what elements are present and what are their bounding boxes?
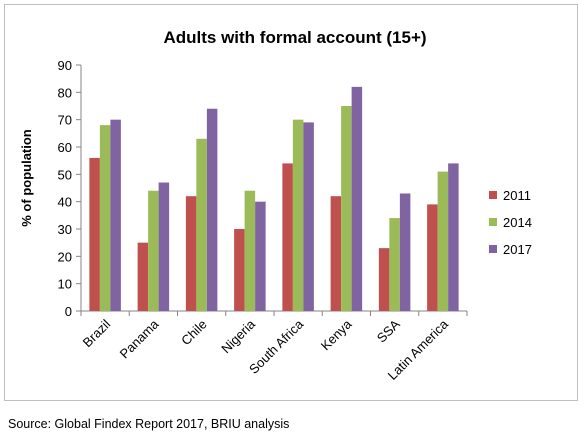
bar-2014-ssa [389, 218, 400, 311]
bar-2011-latin-america [427, 204, 438, 311]
bar-2017-chile [206, 108, 218, 311]
x-category-label: Kenya [318, 316, 355, 353]
x-category-label: Chile [178, 317, 210, 349]
bar-2014-kenya [341, 106, 352, 311]
bar-2014-chile [196, 138, 207, 311]
y-tick-label: 30 [58, 222, 72, 237]
y-tick-label: 40 [58, 195, 72, 210]
legend-swatch-2011 [489, 191, 497, 199]
source-note: Source: Global Findex Report 2017, BRIU … [8, 417, 290, 431]
legend-label-2014: 2014 [503, 215, 532, 230]
chart-title: Adults with formal account (15+) [163, 28, 426, 47]
bar-2017-brazil [110, 119, 121, 312]
x-category-label: SSA [374, 316, 403, 345]
y-tick-label: 10 [58, 277, 72, 292]
bar-2017-nigeria [255, 201, 266, 311]
bar-2017-panama [158, 182, 170, 311]
bar-2014-brazil [99, 125, 111, 311]
y-tick-label: 90 [58, 58, 72, 73]
bar-2017-south-africa [303, 122, 314, 312]
bar-chart: Adults with formal account (15+) % of po… [19, 28, 532, 383]
legend-swatch-2014 [489, 218, 497, 226]
bar-2011-south-africa [282, 163, 293, 311]
bar-2017-ssa [399, 193, 411, 311]
bar-2017-latin-america [448, 163, 459, 311]
x-category-label: Nigeria [218, 316, 258, 356]
legend-swatch-2017 [489, 245, 497, 253]
y-tick-label: 60 [58, 140, 72, 155]
y-tick-label: 70 [58, 113, 72, 128]
bar-2011-kenya [330, 196, 342, 311]
legend-label-2011: 2011 [503, 188, 531, 203]
bar-2014-south-africa [292, 119, 304, 312]
bar-2011-brazil [89, 157, 100, 311]
legend-label-2017: 2017 [503, 242, 532, 257]
chart-frame: Adults with formal account (15+) % of po… [4, 4, 578, 401]
bar-2011-panama [137, 242, 149, 311]
y-tick-label: 80 [58, 85, 72, 100]
bar-2011-ssa [378, 248, 390, 311]
x-category-label: Panama [117, 316, 162, 361]
x-category-label: Brazil [80, 316, 114, 350]
bar-2017-kenya [351, 86, 363, 311]
bar-2014-panama [148, 190, 159, 311]
legend: 2011 2014 2017 [489, 188, 532, 257]
y-tick-label: 0 [65, 304, 72, 319]
y-tick-label: 50 [58, 167, 72, 182]
bar-2014-nigeria [244, 190, 256, 311]
plot-area: 0 10 20 30 40 50 60 70 80 90 Brazil Panama Chile Nige… [58, 58, 468, 383]
bar-2011-nigeria [234, 229, 245, 311]
y-tick-label: 20 [58, 249, 72, 264]
bar-2014-latin-america [437, 171, 449, 311]
bar-2011-chile [185, 196, 197, 311]
y-axis-label: % of population [19, 129, 34, 227]
